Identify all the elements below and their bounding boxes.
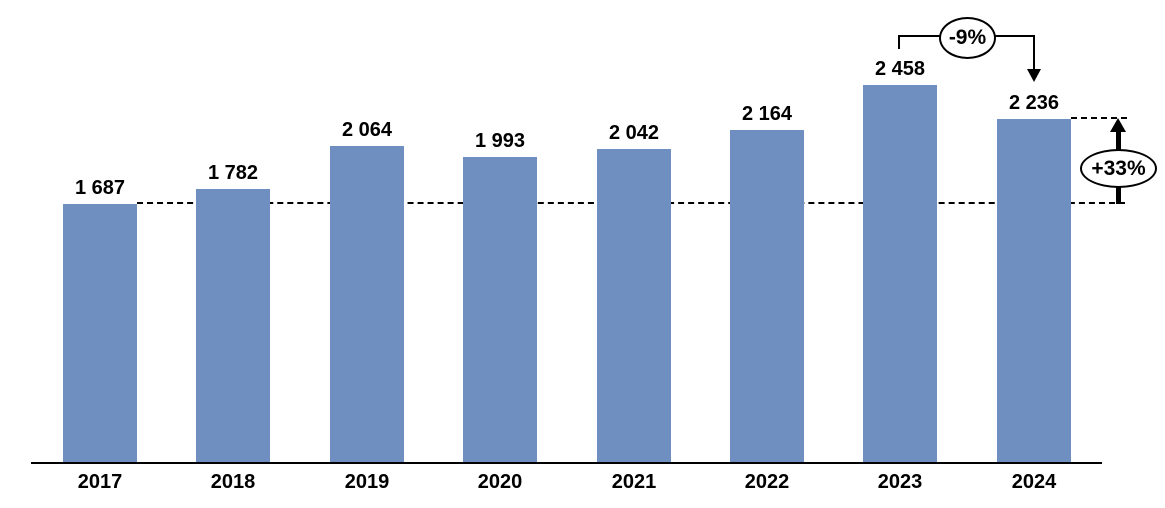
bar-value-label-2020: 1 993 [474,130,526,152]
bar-value-label-2022: 2 164 [741,103,793,125]
bar-value-label-2023: 2 458 [874,58,926,80]
bar-2024 [997,119,1071,463]
x-tick-label-2024: 2024 [1011,471,1057,493]
x-tick-label-2023: 2023 [877,471,923,493]
x-tick-label-2018: 2018 [210,471,256,493]
x-axis-line [31,462,1102,464]
increase-callout-label: +33% [1091,156,1146,180]
bar-2022 [730,130,804,463]
bar-2017 [63,204,137,463]
x-tick-label-2017: 2017 [77,471,123,493]
bar-value-label-2024: 2 236 [1008,92,1060,114]
x-tick-label-2021: 2021 [611,471,657,493]
x-tick-label-2020: 2020 [477,471,523,493]
bar-value-label-2021: 2 042 [608,122,660,144]
arrow-down-icon [1027,69,1041,82]
bar-2019 [330,146,404,463]
bar-value-label-2019: 2 064 [341,119,393,141]
increase-callout-badge: +33% [1080,149,1157,188]
bar-value-label-2017: 1 687 [74,177,126,199]
bar-2020 [463,157,537,463]
arrow-up-icon [1110,118,1126,132]
bar-2023 [863,85,937,463]
decrease-callout-badge: -9% [939,17,996,59]
bar-2018 [196,189,270,463]
decrease-callout-label: -9% [948,26,987,49]
reference-line-2024-level [1071,117,1127,119]
bar-2021 [597,149,671,463]
decrease-bracket-left-tick [898,35,900,49]
x-tick-label-2019: 2019 [344,471,390,493]
bar-value-label-2018: 1 782 [207,162,259,184]
decrease-bracket-arrow-shaft [1033,35,1035,70]
x-tick-label-2022: 2022 [744,471,790,493]
